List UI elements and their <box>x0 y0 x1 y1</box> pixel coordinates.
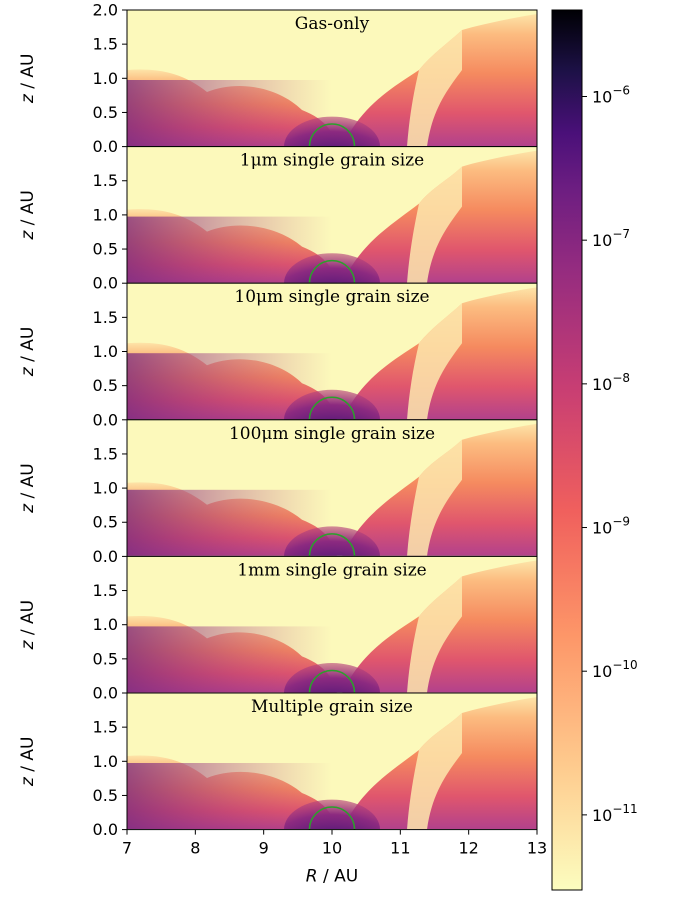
planet-core <box>284 799 380 829</box>
planet-hill-circle <box>308 669 356 694</box>
y-tick-label: 1.0 <box>93 205 118 224</box>
x-tick-label: 7 <box>122 839 132 858</box>
planet-core <box>284 116 380 146</box>
colorbar-frame <box>551 9 583 891</box>
x-tick-label: 8 <box>190 839 200 858</box>
y-tick-label: 2.0 <box>93 1 118 20</box>
colorbar-tick-label: 10−10 <box>592 658 638 681</box>
panel-title: 1μm single grain size <box>240 151 424 171</box>
panel-title: 100μm single grain size <box>229 424 435 444</box>
y-tick-label: 0.5 <box>93 103 118 122</box>
panel: Gas-only 0.0 0.5 1.0 1.5 2.0 z / AU <box>18 1 538 156</box>
x-tick-label: 9 <box>259 839 269 858</box>
colorbar-tick-label: 10−7 <box>592 227 630 250</box>
y-axis-label: z / AU <box>18 54 38 105</box>
colorbar-tick-label: 10−9 <box>592 515 630 538</box>
colorbar-tick-label: 10−11 <box>592 802 638 825</box>
y-tick-label: 1.5 <box>93 171 118 190</box>
planet-hill-circle <box>308 533 356 557</box>
y-tick-label: 0.0 <box>93 547 118 566</box>
y-tick-label: 1.5 <box>93 308 118 327</box>
panel-title: Gas-only <box>295 14 370 34</box>
panel: Multiple grain size 0.0 0.5 1.0 1.5 z / AU 7 8 9… <box>18 692 547 887</box>
x-tick-label: 10 <box>322 839 342 858</box>
y-tick-label: 0.0 <box>93 820 118 839</box>
y-tick-label: 0.0 <box>93 684 118 703</box>
planet-core <box>284 253 380 283</box>
density-map <box>127 10 537 146</box>
planet-core <box>284 389 380 420</box>
y-tick-label: 0.5 <box>93 376 118 395</box>
y-axis-label: z / AU <box>18 737 38 788</box>
panel-title: 10μm single grain size <box>234 287 429 307</box>
y-tick-label: 1.5 <box>93 444 118 463</box>
x-axis-label: R / AU <box>306 867 358 887</box>
planet-core <box>284 526 380 556</box>
x-tick-label: 12 <box>458 839 478 858</box>
colorbar-gradient <box>552 10 582 890</box>
y-tick-label: 1.5 <box>93 581 118 600</box>
panel-title: 1mm single grain size <box>237 560 426 580</box>
panel-title: Multiple grain size <box>251 697 413 717</box>
panel: 10μm single grain size 0.0 0.5 1.0 1.5 z / AU <box>18 282 538 429</box>
y-tick-label: 0.5 <box>93 513 118 532</box>
y-axis-label: z / AU <box>18 600 38 651</box>
y-tick-label: 1.0 <box>93 752 118 771</box>
y-tick-label: 0.5 <box>93 240 118 259</box>
colorbar-tick-label: 10−6 <box>592 84 630 107</box>
y-tick-label: 0.0 <box>93 137 118 156</box>
y-tick-label: 1.0 <box>93 69 118 88</box>
y-tick-label: 1.0 <box>93 342 118 361</box>
panel: 1μm single grain size 0.0 0.5 1.0 1.5 z / AU <box>18 146 538 293</box>
y-tick-label: 0.5 <box>93 649 118 668</box>
y-axis-label: z / AU <box>18 463 38 514</box>
x-tick-label: 13 <box>527 839 547 858</box>
density-map <box>127 693 537 829</box>
y-tick-label: 1.0 <box>93 615 118 634</box>
y-axis-label: z / AU <box>18 190 38 241</box>
planet-core <box>284 663 380 693</box>
colorbar-tick-label: 10−8 <box>592 371 630 394</box>
density-map <box>127 556 537 693</box>
planet-hill-circle <box>308 123 356 147</box>
y-tick-label: 0.5 <box>93 786 118 805</box>
planet-hill-circle <box>308 806 356 830</box>
y-axis-label: z / AU <box>18 327 38 378</box>
planet-hill-circle <box>308 259 356 284</box>
panel: 1mm single grain size 0.0 0.5 1.0 1.5 z / AU <box>18 555 538 703</box>
planet-hill-circle <box>308 396 356 420</box>
y-tick-label: 0.0 <box>93 410 118 429</box>
density-map <box>127 419 537 556</box>
y-tick-label: 1.0 <box>93 479 118 498</box>
y-tick-label: 1.5 <box>93 35 118 54</box>
panel: 100μm single grain size 0.0 0.5 1.0 1.5 z / A… <box>18 419 538 566</box>
y-tick-label: 1.5 <box>93 718 118 737</box>
x-tick-label: 11 <box>390 839 410 858</box>
y-tick-label: 0.0 <box>93 274 118 293</box>
